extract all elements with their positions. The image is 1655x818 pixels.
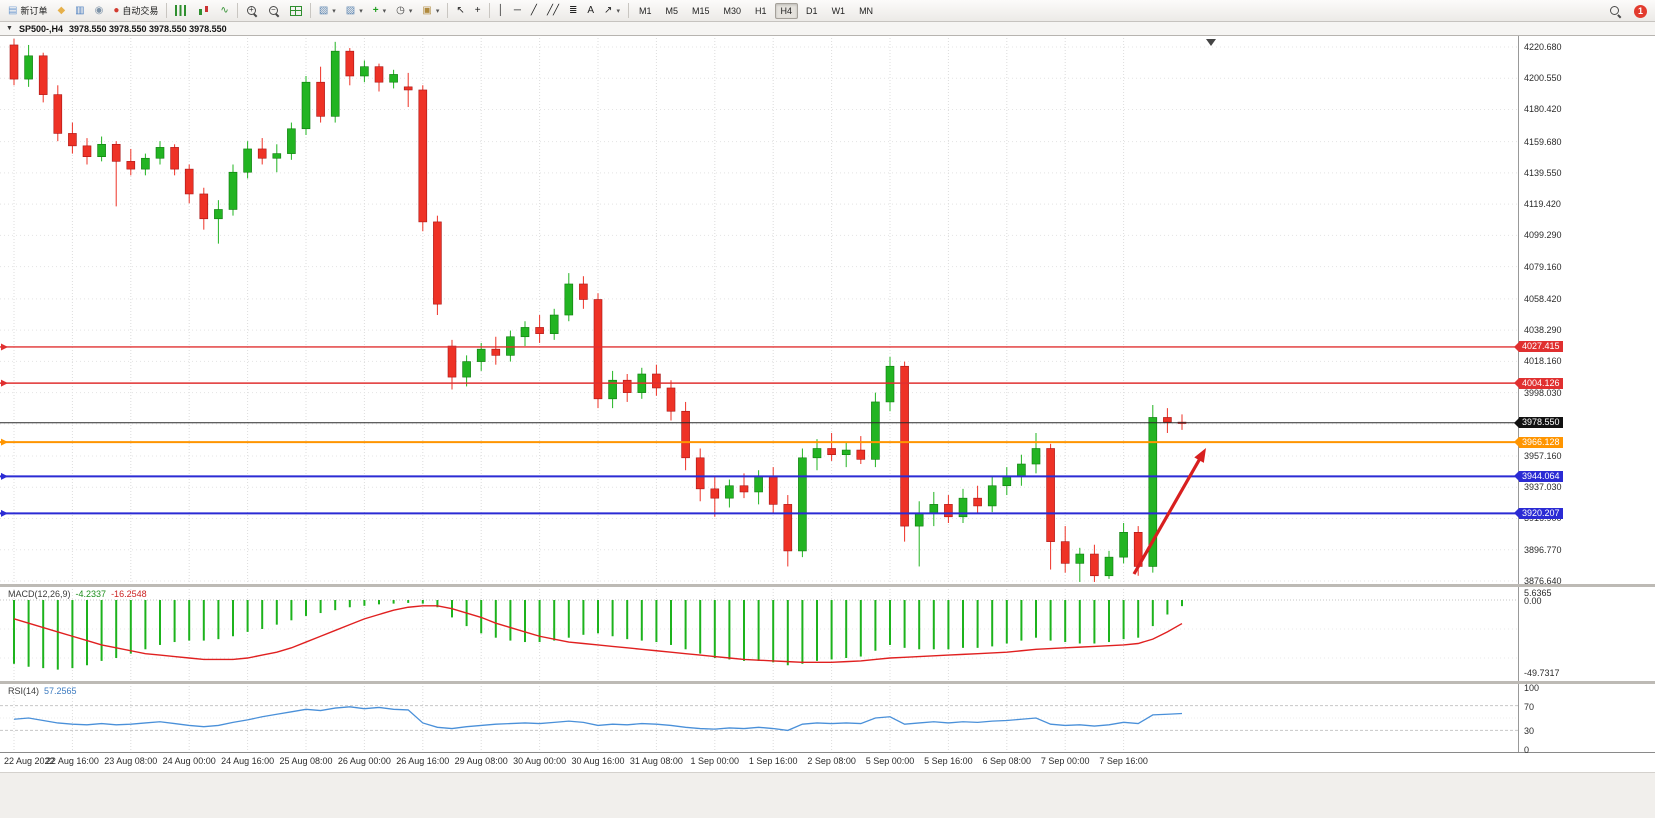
arrows-icon-glyph: ↗ (604, 4, 613, 16)
timeframe-m1-button[interactable]: M1 (638, 5, 652, 16)
chevron-down-icon: ▾ (435, 7, 440, 15)
chevron-down-icon: ▾ (359, 7, 363, 15)
timeframe-m15-button[interactable]: M15 (691, 5, 710, 16)
text-icon[interactable]: A (582, 2, 599, 20)
vertical-line-icon[interactable]: │ (493, 2, 509, 20)
indicators-button-glyph: + (372, 4, 379, 16)
cursor-icon-glyph: ↖ (456, 4, 465, 16)
macd-panel[interactable] (0, 587, 1655, 681)
crosshair-icon-glyph: + (474, 4, 481, 16)
bar-chart-icon[interactable] (170, 2, 192, 20)
timeframe-h1-button[interactable]: H1 (755, 5, 767, 16)
time-axis-strip[interactable] (0, 752, 1655, 772)
timeframe-w1-button[interactable]: W1 (831, 5, 846, 16)
chevron-down-icon: ▾ (616, 7, 620, 15)
vertical-line-icon-glyph: │ (497, 4, 504, 16)
toolbar-separator (627, 3, 629, 18)
toolbar-right-group: 1 (1604, 0, 1647, 22)
new-chart-icon-glyph: ▧ (318, 4, 329, 16)
line-chart-icon-glyph: ∿ (220, 4, 229, 16)
main-chart-panel[interactable] (0, 36, 1655, 584)
horizontal-line-icon-glyph: ─ (513, 4, 521, 16)
crosshair-icon[interactable]: + (470, 2, 486, 20)
toolbar-separator (488, 3, 490, 18)
new-order-button[interactable]: ▤ 新订单 (3, 2, 52, 20)
signals-icon[interactable]: ◉ (90, 2, 109, 20)
tile-windows-icon[interactable] (285, 2, 307, 20)
channel-icon-glyph: ╱╱ (546, 4, 559, 16)
magnifier-icon (1609, 5, 1621, 17)
signals-icon-glyph: ◉ (94, 4, 104, 16)
templates-button[interactable]: ▣ ▾ (417, 2, 444, 20)
timeframe-m5-button[interactable]: M5 (665, 5, 678, 16)
autotrading-button-label: 自动交易 (122, 6, 159, 16)
timeframe-d1-button[interactable]: D1 (806, 5, 818, 16)
timeframe-h4-button[interactable]: H4 (774, 2, 799, 19)
chevron-down-icon: ▾ (332, 7, 336, 15)
arrows-icon[interactable]: ↗ ▾ (599, 2, 625, 20)
profiles-icon[interactable]: ▨ ▾ (341, 2, 368, 20)
chevron-down-icon: ▾ (408, 7, 413, 15)
fibonacci-icon-glyph: ≣ (568, 4, 578, 16)
bar-chart-icon (175, 5, 188, 16)
toolbar: ▤ 新订单 ◆ ▥ ◉ ● 自动交易 ∿ + − ▧ ▾ ▨ ▾ + ▾ ◷ ▾ ▣ ▾ ↖ + │ ─ ╱ ╱╱ ≣ A ↗ ▾ M1 M5… (0, 0, 1655, 22)
candlestick-chart-icon[interactable] (192, 2, 215, 20)
panel-divider[interactable] (0, 681, 1655, 684)
timeframe-mn-button[interactable]: MN (859, 5, 874, 16)
tile-windows-icon (289, 5, 302, 16)
periods-button[interactable]: ◷ ▾ (391, 2, 417, 20)
text-icon-glyph: A (587, 4, 595, 16)
metaeditor-icon-glyph: ◆ (57, 4, 66, 16)
notification-badge[interactable]: 1 (1634, 4, 1647, 18)
fibonacci-icon[interactable]: ≣ (564, 2, 582, 20)
horizontal-line-icon[interactable]: ─ (509, 2, 526, 20)
timeframe-m30-button[interactable]: M30 (723, 5, 742, 16)
market-watch-icon[interactable]: ▥ (70, 2, 89, 20)
line-chart-icon[interactable]: ∿ (215, 2, 233, 20)
chart-title-bar: ▼ SP500-,H4 3978.550 3978.550 3978.550 3… (0, 22, 1655, 36)
zoom-in-icon[interactable]: + (241, 2, 263, 20)
zoom-in-icon: + (246, 5, 258, 17)
periods-button-glyph: ◷ (396, 4, 405, 16)
toolbar-separator (236, 3, 238, 18)
zoom-out-icon: − (268, 5, 280, 17)
search-icon[interactable] (1604, 2, 1626, 20)
metaeditor-icon[interactable]: ◆ (52, 2, 70, 20)
new-order-button-label: 新订单 (20, 6, 48, 16)
chart-menu-icon[interactable]: ▼ (6, 25, 13, 32)
market-watch-icon-glyph: ▥ (75, 4, 85, 16)
trendline-icon-glyph: ╱ (530, 4, 537, 16)
candlestick-chart-icon (197, 5, 210, 17)
channel-icon[interactable]: ╱╱ (542, 2, 564, 20)
window-bottom-area (0, 772, 1655, 818)
autotrading-button-glyph: ● (113, 4, 120, 16)
autotrading-button[interactable]: ● 自动交易 (108, 2, 163, 20)
cursor-icon[interactable]: ↖ (451, 2, 469, 20)
zoom-out-icon[interactable]: − (263, 2, 285, 20)
chevron-down-icon: ▾ (382, 7, 387, 15)
templates-button-glyph: ▣ (422, 4, 432, 16)
indicators-button[interactable]: + ▾ (368, 2, 391, 20)
panel-divider[interactable] (0, 584, 1655, 587)
trendline-icon[interactable]: ╱ (526, 2, 542, 20)
rsi-panel[interactable] (0, 684, 1655, 752)
price-axis-separator (1518, 36, 1519, 752)
chart-ohlc-values: 3978.550 3978.550 3978.550 3978.550 (68, 23, 227, 34)
toolbar-separator (447, 3, 449, 18)
toolbar-separator (166, 3, 168, 18)
chart-symbol-period: SP500-,H4 (18, 23, 63, 34)
toolbar-separator (309, 3, 311, 18)
profiles-icon-glyph: ▨ (345, 4, 356, 16)
new-chart-icon[interactable]: ▧ ▾ (314, 2, 341, 20)
new-order-button-glyph: ▤ (8, 4, 18, 16)
